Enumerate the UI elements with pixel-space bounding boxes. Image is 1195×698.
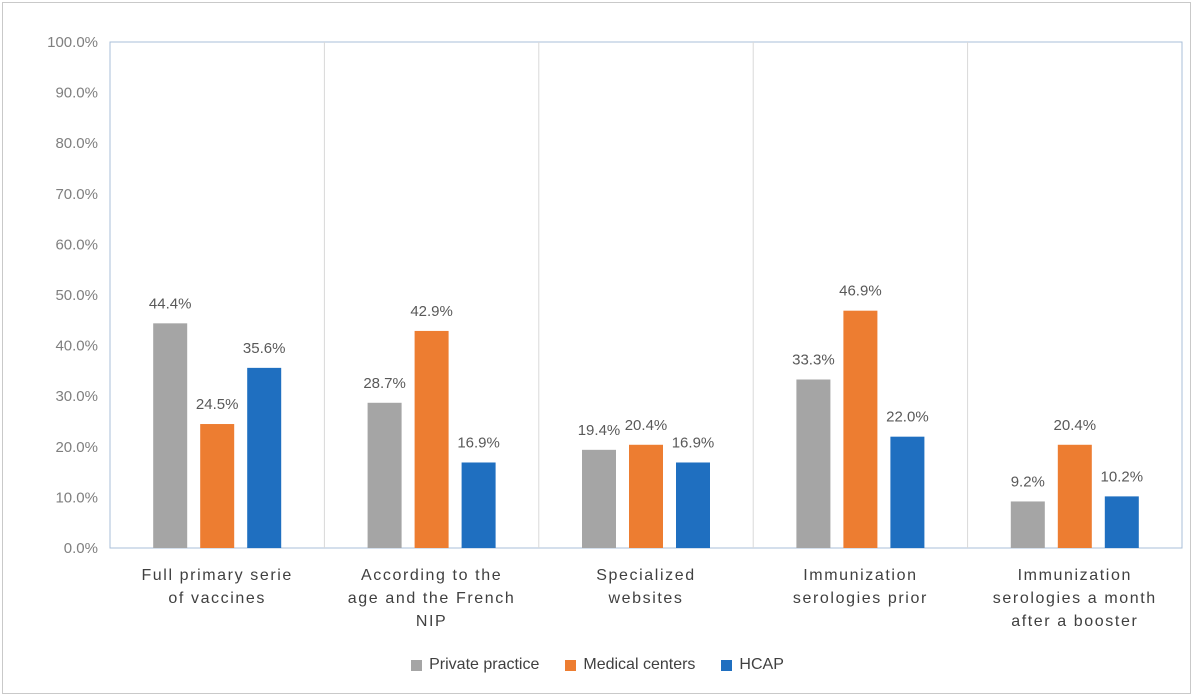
bar [414,330,449,548]
bar [1104,496,1139,548]
chart-legend: Private practice Medical centers HCAP [0,656,1195,674]
legend-item: Medical centers [565,656,695,674]
x-category-label: websites [607,590,683,607]
data-label: 42.9% [410,303,453,320]
data-label: 16.9% [457,434,500,451]
bar [247,367,282,548]
data-label: 33.3% [792,352,835,369]
y-tick-label: 30.0% [55,388,98,405]
data-label: 20.4% [625,417,668,434]
x-category-label: of vaccines [168,590,266,607]
data-label: 9.2% [1011,473,1045,490]
bar [890,436,925,548]
legend-swatch [411,659,423,671]
x-category-label: Immunization [1018,567,1132,584]
x-category-label: serologies prior [793,590,928,607]
data-label: 35.6% [243,340,286,357]
bar [582,449,616,548]
data-label: 16.9% [672,434,715,451]
legend-swatch [565,659,577,671]
data-label: 24.5% [196,396,239,413]
legend-label: Private practice [429,656,540,673]
bar [367,402,402,548]
x-category-label: According to the [361,567,502,584]
y-tick-label: 90.0% [55,85,98,102]
data-label: 19.4% [578,422,621,439]
x-category-label: Full primary serie [141,567,293,584]
bar [1057,444,1092,548]
bar [629,444,663,548]
y-tick-label: 20.0% [55,439,98,456]
data-label: 10.2% [1101,468,1144,485]
bar [796,379,831,548]
y-tick-label: 60.0% [55,236,98,253]
data-label: 46.9% [839,283,882,300]
bar [461,462,496,548]
y-tick-label: 10.0% [55,489,98,506]
y-tick-label: 50.0% [55,287,98,304]
data-label: 28.7% [363,375,406,392]
y-tick-label: 80.0% [55,135,98,152]
x-category-label: after a booster [1011,613,1138,630]
y-tick-label: 70.0% [55,186,98,203]
y-tick-label: 0.0% [64,540,98,557]
x-category-label: NIP [416,613,447,630]
legend-label: Medical centers [583,656,696,673]
bar [153,323,188,548]
y-tick-label: 40.0% [55,338,98,355]
legend-swatch [721,659,733,671]
x-category-label: age and the French [348,590,516,607]
legend-item: Private practice [411,656,539,674]
legend-label: HCAP [739,656,784,673]
data-label: 20.4% [1054,417,1097,434]
bar [676,462,710,548]
bar-chart: 0.0% 10.0% 20.0% 30.0% 40.0% 50.0% 60.0% 70.0% 8… [47,34,1183,630]
bar [1010,501,1045,548]
legend-item: HCAP [721,656,784,674]
x-category-label: Immunization [803,567,917,584]
data-label: 44.4% [149,295,192,312]
data-label: 22.0% [886,409,929,426]
y-tick-label: 100.0% [47,34,98,51]
x-category-label: Specialized [596,567,695,584]
bar [200,424,235,548]
x-category-label: serologies a month [993,590,1157,607]
bar [843,310,878,548]
